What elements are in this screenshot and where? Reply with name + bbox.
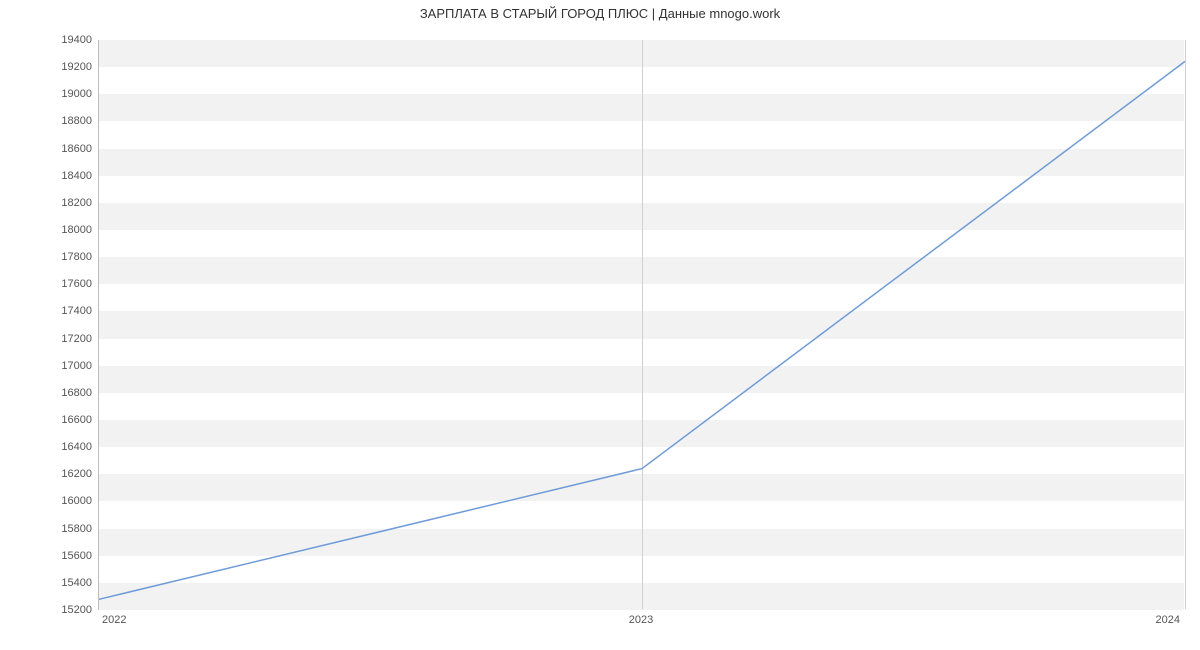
x-tick-label: 2023 <box>629 614 653 626</box>
y-tick-label: 19400 <box>32 34 92 46</box>
y-tick-label: 17200 <box>32 333 92 345</box>
data-line <box>99 61 1185 599</box>
x-tick-label: 2022 <box>102 614 126 626</box>
plot-area <box>98 40 1184 610</box>
y-tick-label: 17600 <box>32 278 92 290</box>
y-tick-label: 15600 <box>32 550 92 562</box>
y-tick-label: 16600 <box>32 414 92 426</box>
y-tick-label: 18000 <box>32 224 92 236</box>
y-tick-label: 19000 <box>32 88 92 100</box>
y-tick-label: 15800 <box>32 523 92 535</box>
y-tick-label: 16000 <box>32 495 92 507</box>
y-tick-label: 16400 <box>32 441 92 453</box>
x-gridline <box>1185 40 1186 609</box>
y-tick-label: 17000 <box>32 360 92 372</box>
y-tick-label: 18600 <box>32 143 92 155</box>
y-tick-label: 15400 <box>32 577 92 589</box>
x-tick-label: 2024 <box>1156 614 1180 626</box>
y-tick-label: 16200 <box>32 468 92 480</box>
y-tick-label: 17400 <box>32 305 92 317</box>
y-tick-label: 15200 <box>32 604 92 616</box>
y-tick-label: 18200 <box>32 197 92 209</box>
y-tick-label: 17800 <box>32 251 92 263</box>
y-tick-label: 19200 <box>32 61 92 73</box>
y-tick-label: 16800 <box>32 387 92 399</box>
y-tick-label: 18800 <box>32 115 92 127</box>
chart-title: ЗАРПЛАТА В СТАРЫЙ ГОРОД ПЛЮС | Данные mn… <box>0 6 1200 21</box>
y-tick-label: 18400 <box>32 170 92 182</box>
chart-svg <box>99 40 1184 609</box>
